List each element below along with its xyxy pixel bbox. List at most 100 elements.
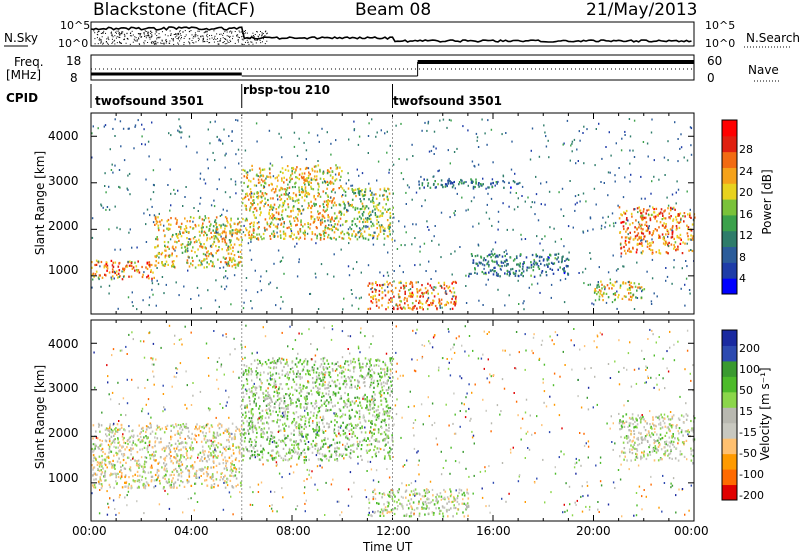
- power-cell: [376, 131, 378, 134]
- power-cell: [629, 288, 631, 291]
- power-cell: [660, 208, 663, 211]
- power-cell: [560, 208, 562, 211]
- velocity-cell: [202, 449, 204, 452]
- velocity-cell: [273, 366, 275, 369]
- velocity-cell: [145, 430, 147, 434]
- velocity-cell: [147, 482, 149, 485]
- power-cell: [614, 292, 616, 295]
- power-cell: [177, 129, 179, 132]
- velocity-cell: [228, 456, 231, 459]
- power-cell: [447, 182, 449, 185]
- power-cell: [145, 178, 147, 181]
- power-cell: [343, 233, 346, 236]
- power-cell: [213, 205, 216, 208]
- power-cell: [254, 207, 257, 210]
- power-cell: [419, 245, 421, 248]
- power-cell: [667, 243, 669, 246]
- power-cell: [98, 274, 101, 277]
- velocity-cell: [298, 392, 301, 395]
- power-cell: [408, 186, 410, 189]
- velocity-cell: [256, 455, 259, 458]
- power-cell: [273, 191, 276, 194]
- velocity-cell: [326, 409, 329, 412]
- power-cell: [434, 180, 436, 183]
- power-cell: [687, 235, 689, 238]
- velocity-cell: [93, 486, 95, 489]
- power-cell: [548, 262, 550, 265]
- velocity-cell: [122, 438, 125, 441]
- power-cell: [538, 155, 541, 158]
- power-cell: [172, 264, 175, 267]
- velocity-cell: [259, 361, 261, 364]
- power-cell: [378, 224, 381, 227]
- power-cell: [254, 269, 256, 272]
- velocity-cell: [121, 435, 124, 438]
- velocity-cell: [305, 373, 307, 376]
- power-cell: [220, 285, 223, 288]
- velocity-cell: [236, 427, 239, 430]
- power-cell: [627, 233, 629, 236]
- power-cell: [226, 277, 229, 280]
- power-cell: [579, 200, 581, 203]
- power-cell: [404, 290, 406, 293]
- power-cell: [650, 244, 652, 247]
- power-cell: [316, 134, 319, 137]
- power-cell: [307, 191, 310, 195]
- velocity-cell: [346, 423, 349, 427]
- power-cell: [148, 277, 150, 280]
- velocity-cell: [104, 452, 106, 455]
- velocity-cell: [226, 478, 229, 481]
- power-cell: [460, 178, 462, 182]
- velocity-cell: [164, 456, 167, 459]
- velocity-cell: [132, 475, 134, 478]
- power-cell: [269, 222, 272, 225]
- power-cell: [646, 209, 648, 212]
- power-cell: [199, 172, 202, 175]
- power-cell: [108, 208, 111, 211]
- power-cell: [635, 219, 637, 222]
- power-cell: [625, 218, 628, 221]
- velocity-cell: [197, 434, 200, 437]
- velocity-cell: [384, 433, 387, 436]
- velocity-cell: [241, 399, 244, 403]
- velocity-cell: [321, 453, 324, 456]
- velocity-cell: [260, 435, 263, 438]
- power-cell: [184, 229, 187, 232]
- velocity-cell: [139, 435, 142, 439]
- power-cell: [649, 217, 652, 220]
- velocity-cell: [307, 402, 309, 405]
- power-cell: [322, 190, 325, 193]
- power-cell: [596, 293, 598, 296]
- power-cell: [631, 222, 634, 225]
- velocity-cell: [303, 385, 305, 388]
- power-cell: [199, 245, 201, 248]
- velocity-cell: [187, 456, 189, 459]
- power-cell: [370, 220, 372, 223]
- power-cell: [305, 191, 308, 194]
- power-cell: [267, 175, 269, 178]
- power-cell: [258, 226, 260, 229]
- power-cell: [636, 248, 638, 251]
- velocity-cell: [347, 397, 350, 400]
- velocity-cell: [371, 422, 373, 425]
- velocity-cell: [287, 404, 289, 407]
- velocity-cell: [198, 425, 201, 428]
- velocity-cell: [312, 386, 315, 389]
- power-cell: [385, 190, 387, 193]
- power-cell: [419, 301, 422, 304]
- power-cell: [641, 244, 644, 247]
- velocity-cell: [252, 385, 255, 388]
- power-cell: [508, 205, 510, 208]
- power-cell: [576, 201, 578, 204]
- power-cell: [105, 265, 108, 269]
- power-cell: [567, 272, 569, 275]
- velocity-cell: [156, 426, 159, 429]
- velocity-cell: [150, 480, 153, 483]
- power-cell: [661, 218, 664, 221]
- power-cell: [115, 270, 118, 273]
- power-cell: [270, 206, 272, 209]
- power-cell: [203, 219, 205, 222]
- power-cell: [307, 174, 310, 177]
- velocity-cell: [245, 392, 248, 395]
- power-cell: [231, 265, 234, 268]
